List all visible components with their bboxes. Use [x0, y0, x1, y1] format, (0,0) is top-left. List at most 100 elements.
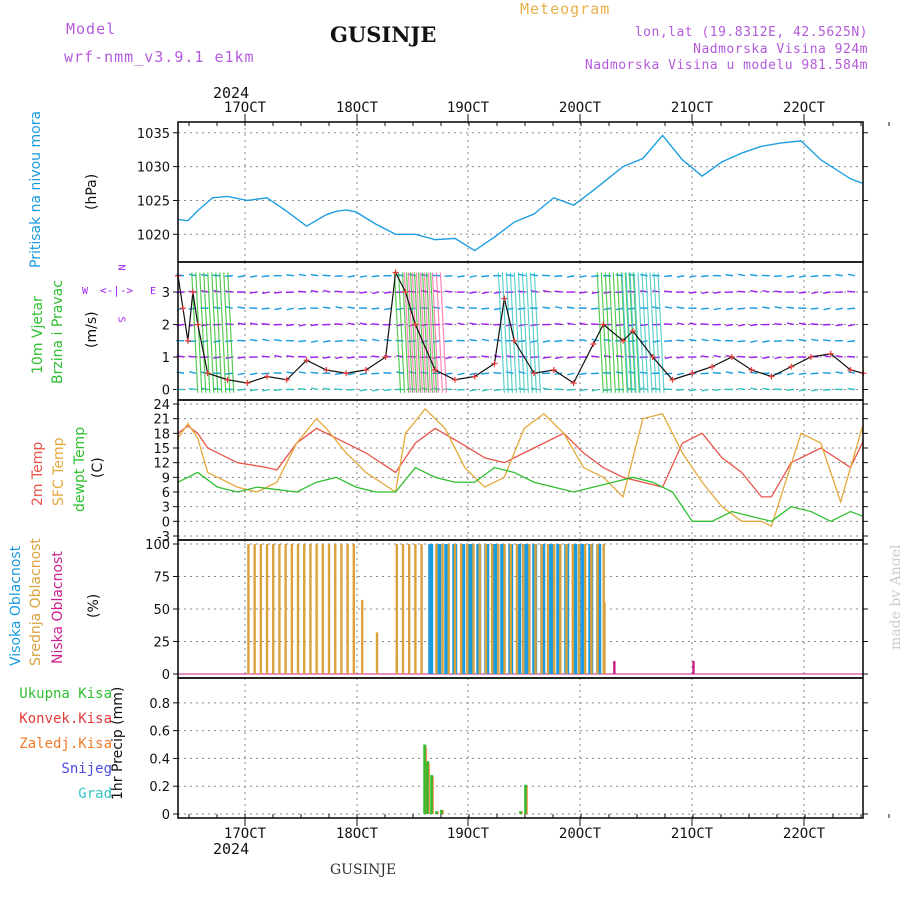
- bottom-year: 2024: [213, 840, 250, 858]
- cloud-bar: [468, 544, 474, 674]
- wind-arrow: [664, 306, 673, 309]
- wind-arrow: [835, 307, 843, 311]
- wind-arrow: [811, 291, 819, 295]
- wind-arrow: [689, 322, 697, 326]
- wind-arrow: [847, 323, 856, 327]
- cloud-bar: [407, 544, 411, 674]
- wind-arrow: [506, 355, 514, 358]
- wind-speed-point: [224, 376, 231, 383]
- wind-arrow: [823, 354, 831, 358]
- wind-arrow: [457, 275, 465, 278]
- cloud-bar: [309, 544, 312, 674]
- wind-spike: [628, 272, 636, 393]
- wind-arrow: [262, 338, 270, 342]
- wind-spike: [417, 272, 426, 393]
- wind-spike: [649, 272, 657, 393]
- wind-arrow: [359, 388, 368, 392]
- wind-arrow: [323, 387, 331, 391]
- wind-arrow: [237, 388, 246, 391]
- wind-arrow: [676, 388, 685, 391]
- wind-arrow: [738, 323, 746, 327]
- wind-arrow: [335, 356, 343, 360]
- cloud-bar-partial: [692, 661, 695, 674]
- cloud-bar: [516, 544, 522, 674]
- wind-arrow: [310, 371, 319, 374]
- wind-spike: [219, 272, 227, 393]
- wind-arrow: [298, 273, 307, 277]
- wind-arrow: [310, 340, 319, 343]
- wind-arrow: [469, 291, 477, 294]
- wind-arrow: [262, 388, 270, 392]
- wind-arrow: [664, 340, 673, 343]
- wind-arrow: [554, 275, 563, 278]
- temp-series-0: [177, 425, 864, 498]
- wind-arrow: [762, 387, 770, 391]
- wind-speed-point: [244, 380, 251, 386]
- cloud-bar: [484, 544, 488, 674]
- wind-speed-point: [827, 350, 834, 357]
- wind-arrow: [213, 387, 221, 391]
- wind-arrow: [237, 356, 246, 359]
- wind-spike: [645, 272, 653, 393]
- wind-arrow: [713, 291, 721, 294]
- wind-arrow: [457, 372, 465, 376]
- wind-arrow: [676, 356, 685, 359]
- wind-arrow: [469, 338, 477, 342]
- wind-speed-point: [343, 370, 350, 377]
- wind-arrow: [591, 355, 599, 358]
- wind-arrow: [701, 388, 709, 392]
- cloud-bar: [447, 544, 450, 674]
- x-tick-label-bottom: 22OCT: [783, 826, 826, 842]
- precip-bar: [519, 811, 523, 814]
- wind-arrow: [249, 291, 258, 294]
- x-tick-label-bottom: 21OCT: [671, 826, 714, 842]
- cloud-bar: [272, 544, 275, 674]
- wind-spike: [621, 272, 629, 393]
- wind-arrow: [334, 340, 343, 343]
- wind-arrow: [359, 372, 368, 376]
- wind-arrow: [847, 387, 856, 391]
- wind-spike: [600, 272, 608, 393]
- wind-arrow: [224, 275, 233, 277]
- compass-arrows-icon: <-|->: [100, 284, 134, 297]
- wind-arrow: [274, 354, 282, 358]
- wind-arrow: [798, 372, 807, 376]
- y-tick-label: 1035: [137, 127, 170, 142]
- wind-arrow: [725, 323, 734, 327]
- wind-spike: [409, 272, 418, 393]
- wind-arrow: [689, 275, 697, 278]
- wind-spike: [195, 272, 203, 393]
- wind-spike: [439, 272, 448, 393]
- model-name: wrf-nmm_v3.9.1 e1km: [64, 48, 255, 66]
- wind-arrow: [213, 306, 221, 309]
- wind-arrow: [835, 355, 843, 358]
- wind-arrow: [444, 290, 453, 293]
- wind-arrow: [567, 322, 575, 326]
- wind-arrow: [688, 291, 697, 294]
- wind-spike: [505, 272, 513, 393]
- wind-arrow: [749, 356, 758, 359]
- temp-series-2: [177, 466, 864, 523]
- wind-arrow: [249, 372, 258, 376]
- wind-arrow: [700, 323, 709, 326]
- wind-arrow: [810, 323, 819, 326]
- wind-arrow: [371, 275, 380, 278]
- y-tick-label: 24: [153, 398, 170, 413]
- wind-speed-point: [323, 367, 330, 373]
- y-tick-label: 1025: [137, 194, 170, 209]
- wind-arrow: [811, 388, 819, 392]
- wind-spike: [616, 272, 624, 393]
- wind-speed-point: [204, 370, 211, 377]
- wind-arrow: [737, 290, 746, 293]
- wind-speed-point: [629, 328, 636, 334]
- cloud-bar: [441, 544, 444, 674]
- wind-arrow: [481, 291, 490, 295]
- wind-arrow: [786, 356, 795, 359]
- y-tick-label: 3: [162, 501, 170, 516]
- cloud-bar: [459, 544, 463, 674]
- wind-arrow: [773, 290, 782, 293]
- wind-arrow: [346, 388, 355, 391]
- pressure-line: [177, 134, 864, 252]
- wind-arrow: [713, 388, 721, 392]
- wind-arrow: [786, 322, 795, 326]
